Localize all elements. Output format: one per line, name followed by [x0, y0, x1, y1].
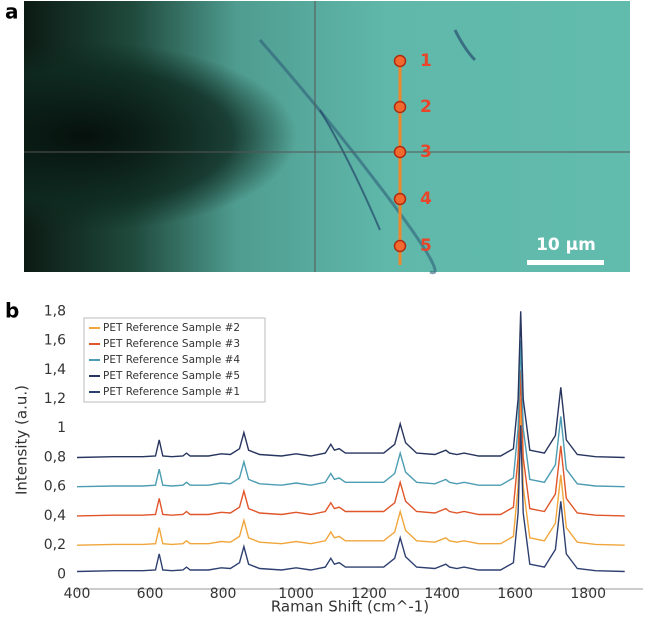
x-tick-label: 400	[64, 586, 91, 602]
measurement-point	[393, 192, 407, 206]
y-tick-label: 1	[57, 420, 66, 436]
measurement-point	[393, 54, 407, 68]
legend-label: PET Reference Sample #3	[103, 338, 240, 350]
y-tick-label: 0,8	[44, 449, 66, 465]
x-axis-label: Raman Shift (cm^-1)	[271, 598, 429, 616]
y-tick-label: 1,8	[44, 303, 66, 319]
point-label: 1	[420, 51, 432, 71]
point-label: 2	[420, 97, 432, 117]
legend-label: PET Reference Sample #1	[103, 386, 240, 398]
point-label: 5	[420, 236, 432, 256]
y-tick-label: 1,6	[44, 333, 66, 349]
series-line	[76, 425, 625, 573]
y-tick-label: 0	[57, 566, 66, 582]
x-tick-label: 600	[137, 586, 164, 602]
legend-label: PET Reference Sample #2	[103, 322, 240, 334]
series-line	[76, 369, 625, 517]
series-line	[76, 311, 625, 459]
panel-label: b	[5, 299, 19, 323]
y-tick-label: 1,2	[44, 391, 66, 407]
scale-bar-label: 10 µm	[536, 235, 596, 255]
legend-label: PET Reference Sample #5	[103, 370, 240, 382]
series-line	[76, 340, 625, 488]
micrograph	[24, 1, 630, 275]
y-tick-label: 1,4	[44, 362, 66, 378]
point-label: 3	[420, 142, 432, 162]
measurement-point	[393, 239, 407, 253]
x-tick-label: 1400	[424, 586, 460, 602]
x-tick-label: 1800	[570, 586, 606, 602]
point-label: 4	[420, 189, 432, 209]
panel-label: a	[5, 0, 19, 24]
measurement-point	[393, 100, 407, 114]
measurement-point	[393, 145, 407, 159]
x-tick-label: 800	[210, 586, 237, 602]
y-tick-label: 0,4	[44, 508, 66, 524]
series-line	[76, 398, 625, 546]
x-tick-label: 1200	[351, 586, 387, 602]
legend-label: PET Reference Sample #4	[103, 354, 240, 366]
y-tick-label: 0,2	[44, 537, 66, 553]
y-axis-label: Intensity (a.u.)	[13, 385, 31, 495]
y-tick-label: 0,6	[44, 479, 66, 495]
x-tick-label: 1000	[278, 586, 314, 602]
legend-box	[83, 317, 266, 403]
x-tick-label: 1600	[497, 586, 533, 602]
